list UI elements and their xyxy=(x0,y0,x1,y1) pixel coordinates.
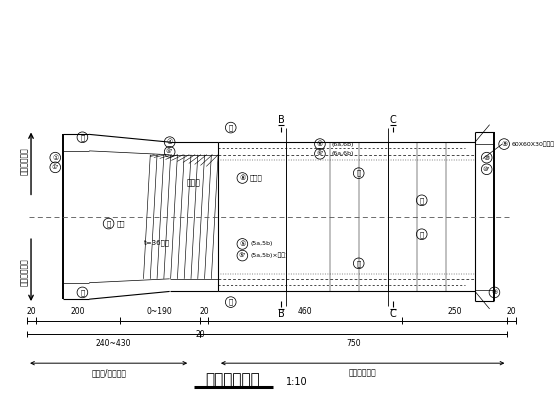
Text: 460: 460 xyxy=(298,307,312,316)
Text: ⑩': ⑩' xyxy=(483,167,491,172)
Text: 20: 20 xyxy=(26,307,36,316)
Text: ⑤': ⑤' xyxy=(239,253,246,258)
Text: 60X60X30加劲肋: 60X60X30加劲肋 xyxy=(512,141,555,147)
Text: C: C xyxy=(389,115,396,125)
Text: ⑪: ⑪ xyxy=(419,197,424,204)
Text: B: B xyxy=(278,309,284,319)
Text: ⑧: ⑧ xyxy=(239,175,245,181)
Text: t=36楔块: t=36楔块 xyxy=(143,240,170,246)
Text: ④': ④' xyxy=(166,150,174,154)
Text: ⑲: ⑲ xyxy=(80,134,85,141)
Text: 接钢支撑方向: 接钢支撑方向 xyxy=(349,368,376,377)
Text: 200: 200 xyxy=(71,307,85,316)
Text: 活络头构造图: 活络头构造图 xyxy=(206,372,260,387)
Text: B: B xyxy=(278,115,284,125)
Text: ⑩: ⑩ xyxy=(483,155,490,160)
Text: ⑨: ⑨ xyxy=(491,289,498,295)
Text: 240~430: 240~430 xyxy=(96,339,131,348)
Text: 20: 20 xyxy=(195,330,204,339)
Text: 接冠梁/围檩方向: 接冠梁/围檩方向 xyxy=(91,368,126,377)
Text: ⑥: ⑥ xyxy=(317,141,323,147)
Text: 基坑水平方向: 基坑水平方向 xyxy=(20,147,29,175)
Text: 基坑水平方向: 基坑水平方向 xyxy=(20,259,29,286)
Text: ⑯: ⑯ xyxy=(106,220,111,227)
Text: 20: 20 xyxy=(199,307,209,316)
Text: ⑥': ⑥' xyxy=(316,151,324,156)
Text: ①: ① xyxy=(52,155,58,160)
Text: ⑤: ⑤ xyxy=(239,241,245,247)
Text: 活络头: 活络头 xyxy=(186,178,200,187)
Text: (6a,6b): (6a,6b) xyxy=(332,142,354,147)
Text: ⑲: ⑲ xyxy=(80,289,85,296)
Text: 20: 20 xyxy=(507,307,516,316)
Text: ⑰: ⑰ xyxy=(228,299,233,305)
Text: ⑪: ⑪ xyxy=(419,231,424,238)
Text: 750: 750 xyxy=(346,339,361,348)
Text: ⑰: ⑰ xyxy=(228,124,233,131)
Text: 竖筋板: 竖筋板 xyxy=(250,175,263,181)
Text: ⑰: ⑰ xyxy=(357,170,361,176)
Text: ④: ④ xyxy=(166,139,173,145)
Text: 0~190: 0~190 xyxy=(147,307,172,316)
Text: (6a,6b): (6a,6b) xyxy=(332,151,354,156)
Text: 层板: 层板 xyxy=(116,220,125,227)
Text: ①': ①' xyxy=(52,165,59,170)
Text: (5a,5b): (5a,5b) xyxy=(250,241,273,247)
Text: 250: 250 xyxy=(447,307,462,316)
Text: C: C xyxy=(389,309,396,319)
Text: (5a,5b)×余闸): (5a,5b)×余闸) xyxy=(250,253,288,258)
Text: 1:10: 1:10 xyxy=(286,377,307,386)
Text: ⑰: ⑰ xyxy=(357,260,361,267)
Text: ⑨: ⑨ xyxy=(501,141,507,147)
